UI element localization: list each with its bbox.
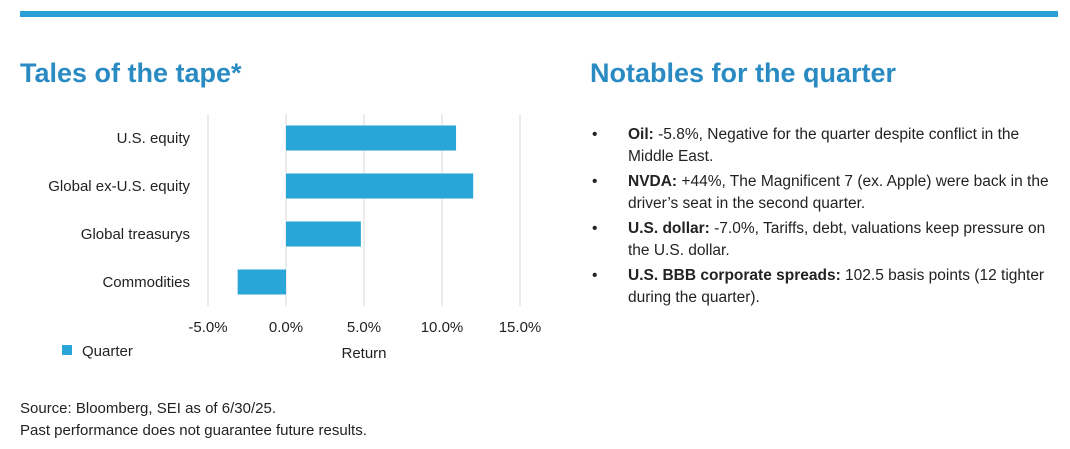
returns-bar-chart: -5.0% 0.0% 5.0% 10.0% 15.0% U.S. equity Global…	[48, 114, 542, 362]
notable-label: U.S. dollar:	[628, 220, 710, 237]
bar	[237, 269, 286, 295]
x-tick-label: -5.0%	[188, 319, 227, 336]
disclaimer-line: Past performance does not guarantee futu…	[20, 422, 367, 439]
legend-swatch	[62, 345, 72, 355]
x-tick-label: 15.0%	[499, 319, 542, 336]
x-axis-title: Return	[341, 345, 386, 362]
bullet-icon: •	[592, 267, 598, 284]
legend-label: Quarter	[82, 343, 133, 360]
category-label: Global treasurys	[81, 226, 190, 243]
bar	[286, 221, 361, 247]
x-tick-label: 10.0%	[421, 319, 464, 336]
x-tick-label: 5.0%	[347, 319, 381, 336]
x-tick-label: 0.0%	[269, 319, 303, 336]
bar	[286, 125, 457, 151]
notable-item-bbb-spreads: • U.S. BBB corporate spreads: 102.5 basis…	[592, 265, 1062, 309]
notable-label: Oil:	[628, 126, 654, 143]
notables-section-title: Notables for the quarter	[590, 58, 897, 88]
notable-text: -7.0%, Tariffs, debt, valuations keep pr…	[628, 220, 1046, 259]
notables-list: • Oil: -5.8%, Negative for the quarter de…	[592, 124, 1062, 312]
bullet-icon: •	[592, 220, 598, 237]
notable-label: U.S. BBB corporate spreads:	[628, 267, 841, 284]
notable-text: -5.8%, Negative for the quarter despite …	[628, 126, 1020, 165]
top-accent-rule	[20, 11, 1058, 17]
notable-text: 102.5 basis points (12 tighter during th…	[628, 267, 1045, 306]
notable-text: +44%, The Magnificent 7 (ex. Apple) were…	[628, 173, 1049, 212]
source-note: Source: Bloomberg, SEI as of 6/30/25. Pa…	[20, 398, 367, 442]
source-line: Source: Bloomberg, SEI as of 6/30/25.	[20, 400, 276, 417]
category-label: U.S. equity	[117, 130, 191, 147]
bullet-icon: •	[592, 126, 598, 143]
bullet-icon: •	[592, 173, 598, 190]
notable-item-nvda: • NVDA: +44%, The Magnificent 7 (ex. Appl…	[592, 171, 1062, 215]
notable-item-oil: • Oil: -5.8%, Negative for the quarter de…	[592, 124, 1062, 168]
category-label: Global ex-U.S. equity	[48, 178, 190, 195]
notable-item-us-dollar: • U.S. dollar: -7.0%, Tariffs, debt, valu…	[592, 218, 1062, 262]
category-label: Commodities	[102, 274, 190, 291]
chart-section-title: Tales of the tape*	[20, 58, 242, 88]
notable-label: NVDA:	[628, 173, 678, 190]
bar	[286, 173, 474, 199]
